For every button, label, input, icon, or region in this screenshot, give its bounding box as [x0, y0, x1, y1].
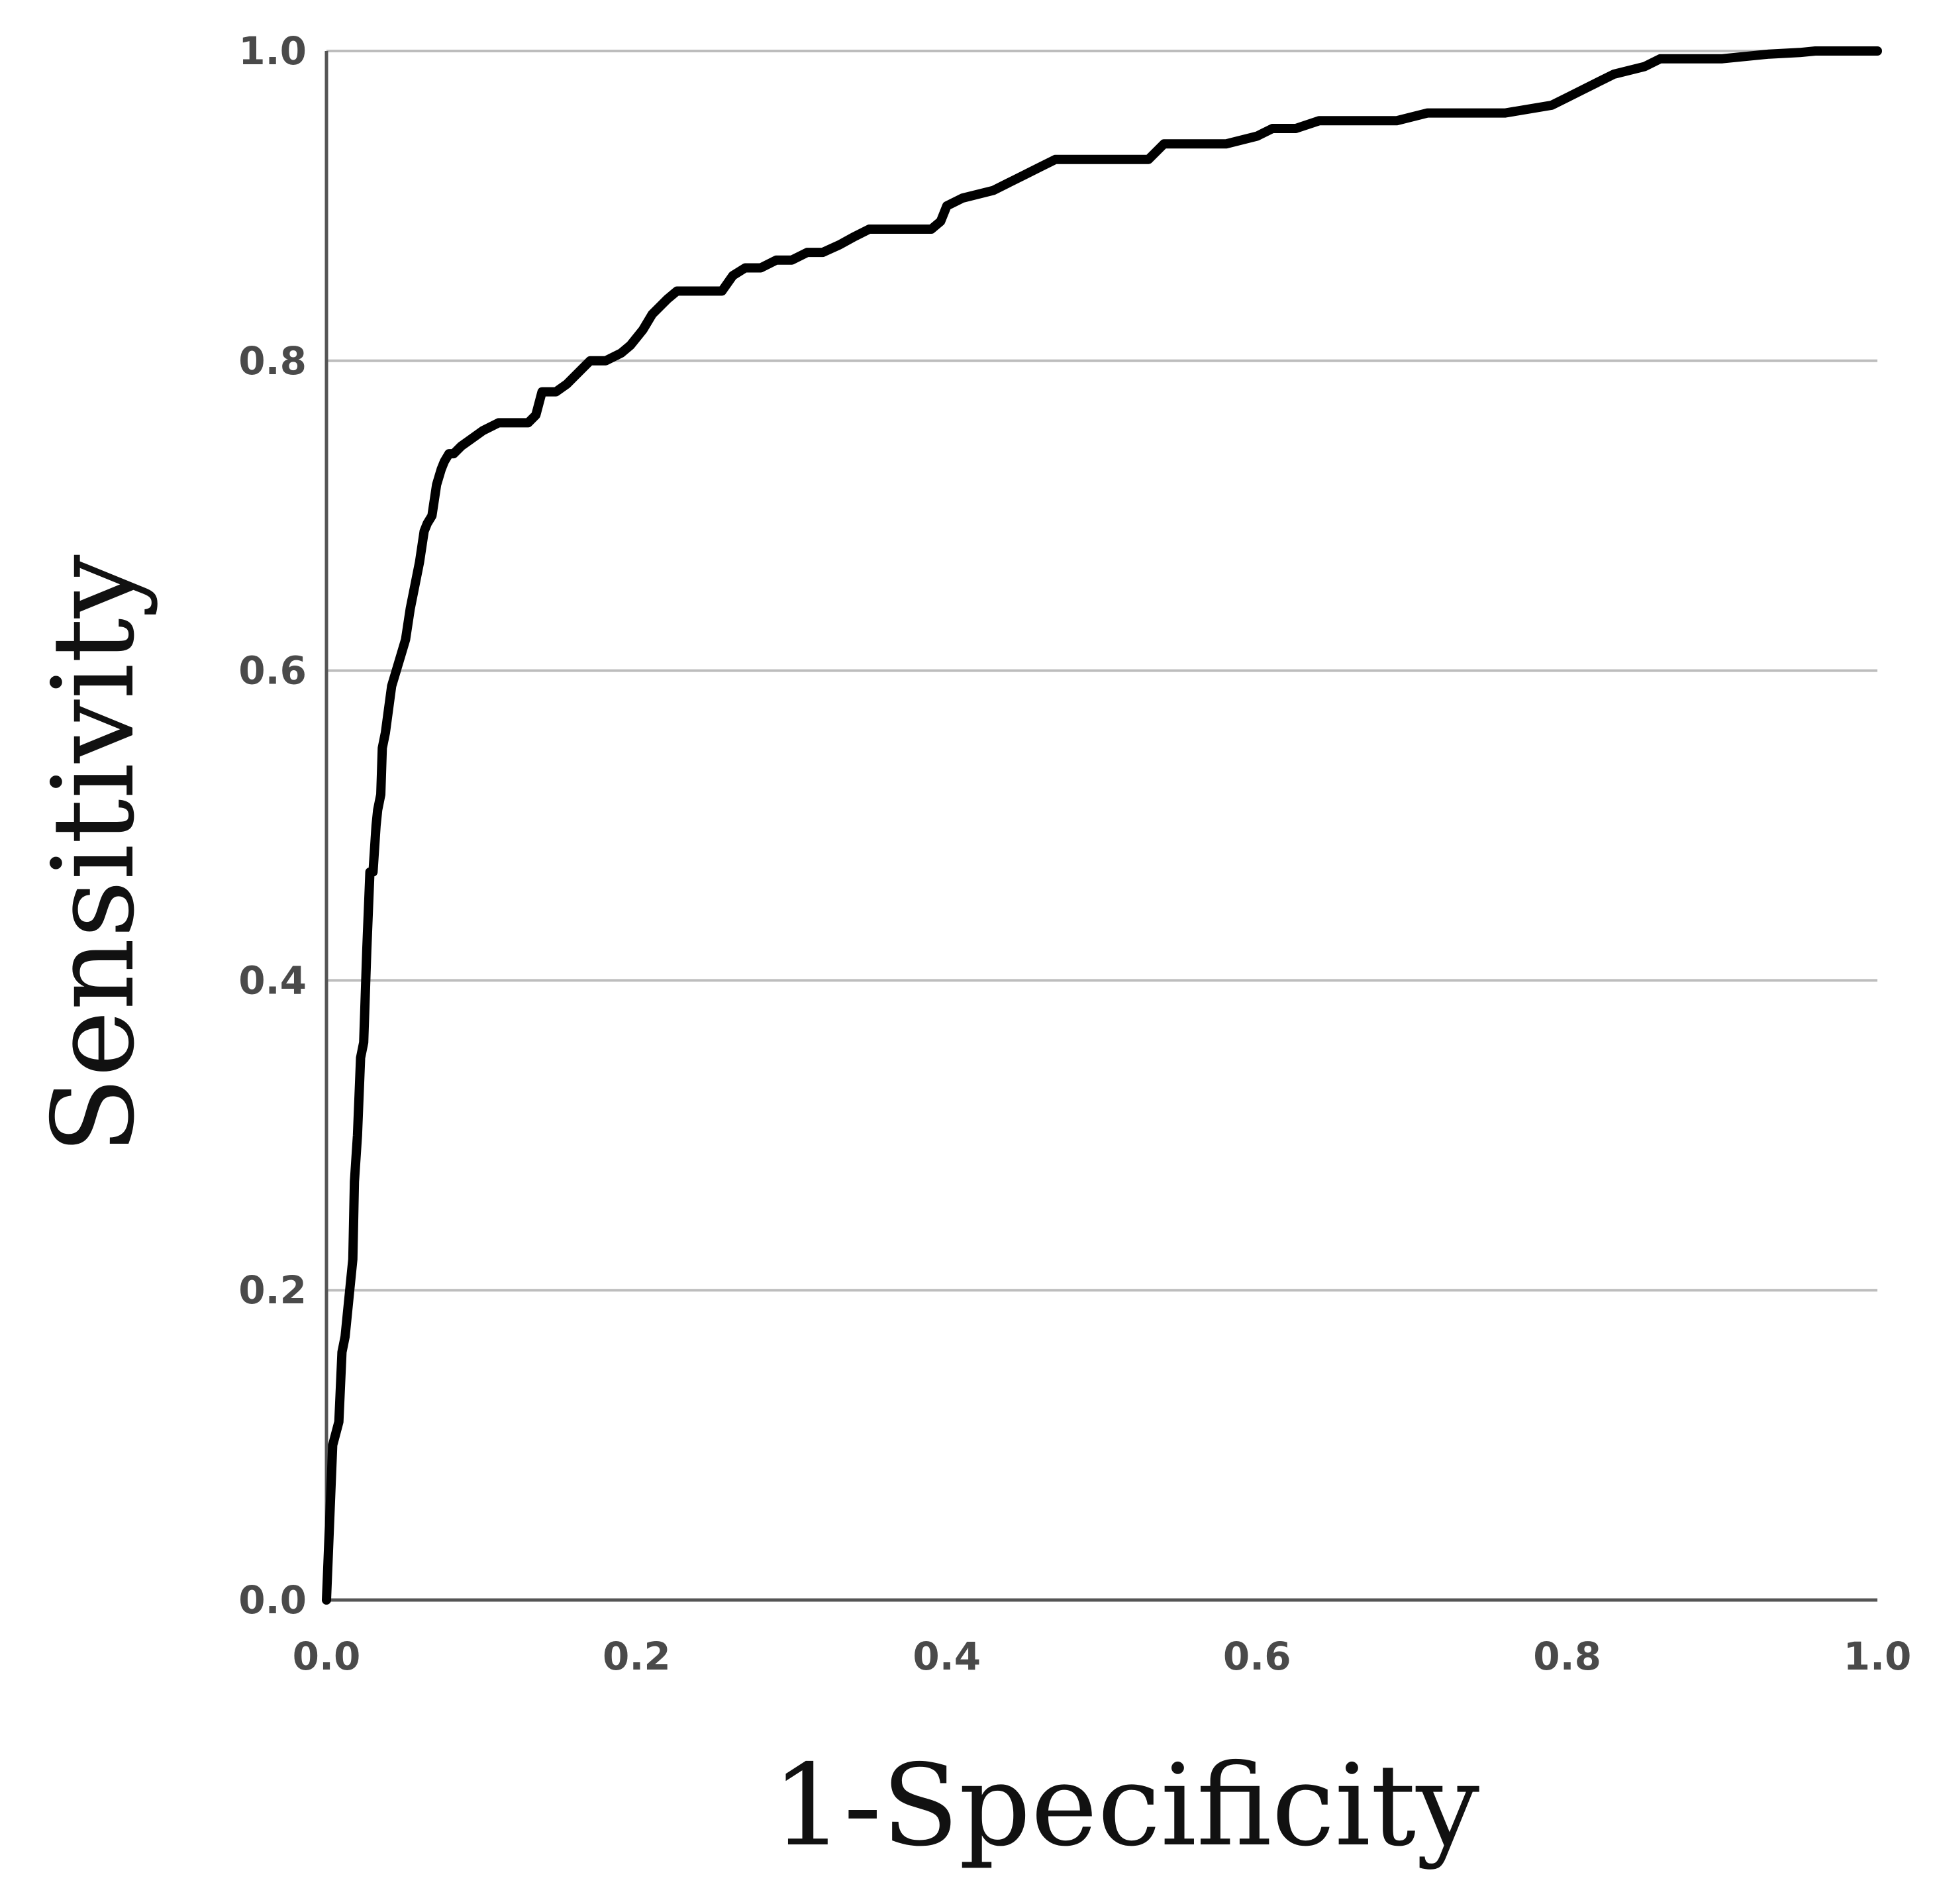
roc-curve-layer [322, 46, 1882, 1605]
y-tick-label: 0.2 [238, 1268, 307, 1313]
y-tick-label: 0.8 [238, 338, 307, 383]
x-tick-label: 0.8 [1533, 1634, 1601, 1679]
grid-lines [326, 50, 1877, 1292]
roc-curve-line [322, 46, 1882, 1605]
y-tick-label: 0.4 [238, 958, 307, 1003]
y-tick-label: 1.0 [238, 28, 307, 74]
y-axis-title: Sensitivity [28, 554, 160, 1154]
x-tick-label: 0.4 [913, 1634, 981, 1679]
x-tick-label: 0.6 [1223, 1634, 1291, 1679]
y-tick-label: 0.0 [238, 1578, 307, 1623]
x-tick-label: 0.0 [293, 1634, 361, 1679]
tick-labels: 0.0 0.2 0.4 0.6 0.8 1.0 0.0 0.2 0.4 0.6 0.8 1.0 [238, 28, 1911, 1679]
x-tick-label: 0.2 [603, 1634, 671, 1679]
y-tick-label: 0.6 [238, 648, 307, 693]
x-tick-label: 1.0 [1844, 1634, 1912, 1679]
axes [324, 51, 1877, 1602]
x-axis-title: 1-Specificity [772, 1740, 1479, 1872]
